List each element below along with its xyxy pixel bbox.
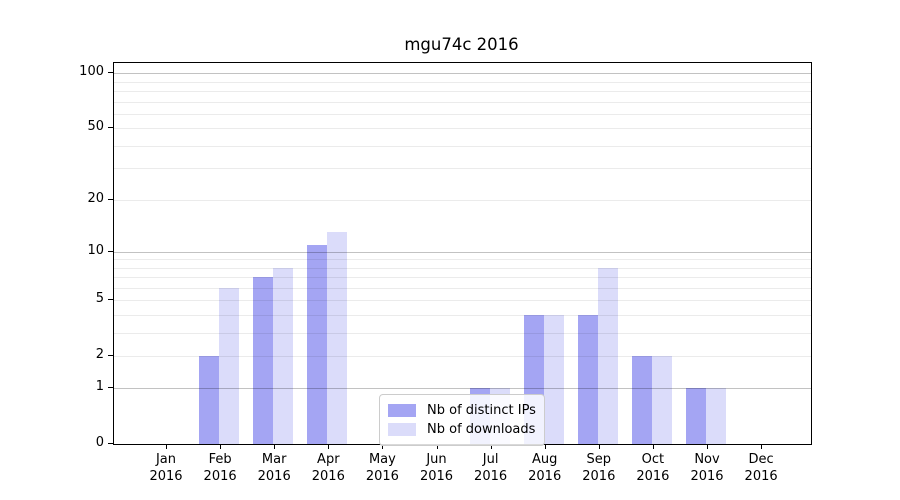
y-grid-minor-60 [114, 113, 811, 115]
x-tick-label-jan: Jan 2016 [149, 452, 183, 484]
legend-swatch-distinct-ips [388, 404, 416, 417]
y-grid-minor-90 [114, 81, 811, 83]
bar-distinct-ips-feb [199, 355, 220, 444]
y-tick-10 [108, 250, 113, 252]
y-grid-minor-80 [114, 91, 811, 93]
bar-downloads-nov [706, 388, 726, 444]
y-grid-minor-8 [114, 267, 811, 269]
y-tick-label-2: 2 [95, 346, 104, 362]
bar-distinct-ips-sep [577, 314, 598, 444]
x-tick-sep [598, 444, 600, 449]
x-tick-jun [436, 444, 438, 449]
y-tick-1 [108, 387, 113, 389]
bar-distinct-ips-oct [631, 355, 652, 444]
x-tick-label-oct: Oct 2016 [636, 452, 670, 484]
y-tick-label-0: 0 [95, 435, 104, 450]
legend-label-downloads: Nb of downloads [427, 422, 536, 437]
y-tick-5 [108, 299, 113, 301]
x-tick-may [382, 444, 384, 449]
x-tick-label-mar: Mar 2016 [257, 452, 291, 484]
y-tick-0 [108, 443, 113, 444]
legend-swatch-downloads [388, 423, 416, 436]
y-grid-major-100 [114, 73, 811, 75]
x-tick-label-nov: Nov 2016 [690, 452, 724, 484]
y-grid-minor-9 [114, 259, 811, 261]
bar-downloads-sep [597, 267, 618, 444]
y-tick-50 [108, 127, 113, 129]
x-tick-feb [220, 444, 222, 449]
x-tick-label-apr: Apr 2016 [311, 452, 345, 484]
x-tick-label-may: May 2016 [365, 452, 399, 484]
y-grid-minor-20 [114, 199, 811, 201]
y-tick-label-50: 50 [87, 119, 104, 135]
legend-entry-distinct-ips: Nb of distinct IPs [388, 401, 536, 420]
y-grid-minor-30 [114, 168, 811, 170]
x-tick-oct [652, 444, 654, 449]
y-tick-label-5: 5 [95, 291, 104, 307]
x-tick-label-jul: Jul 2016 [474, 452, 508, 484]
y-tick-20 [108, 198, 113, 200]
y-grid-minor-40 [114, 145, 811, 147]
y-grid-minor-7 [114, 277, 811, 278]
bar-distinct-ips-apr [307, 244, 328, 444]
x-tick-apr [328, 444, 330, 449]
y-grid-minor-70 [114, 101, 811, 103]
x-tick-aug [544, 444, 546, 449]
x-tick-label-sep: Sep 2016 [582, 452, 616, 484]
x-tick-label-dec: Dec 2016 [744, 452, 778, 484]
y-tick-label-10: 10 [87, 242, 104, 258]
bar-distinct-ips-mar [253, 277, 274, 444]
x-tick-label-aug: Aug 2016 [528, 452, 562, 484]
legend-entry-downloads: Nb of downloads [388, 420, 536, 439]
x-tick-mar [274, 444, 276, 449]
y-tick-2 [108, 354, 113, 356]
x-tick-dec [761, 444, 763, 449]
bar-downloads-aug [543, 314, 564, 444]
y-grid-minor-50 [114, 128, 811, 130]
x-tick-label-jun: Jun 2016 [419, 452, 454, 484]
y-tick-label-1: 1 [95, 379, 104, 395]
x-tick-label-feb: Feb 2016 [203, 452, 237, 484]
y-tick-label-20: 20 [87, 190, 104, 206]
bar-downloads-oct [651, 355, 672, 444]
bar-distinct-ips-nov [686, 388, 706, 444]
y-tick-100 [108, 72, 113, 74]
chart-title: mgu74c 2016 [404, 35, 519, 54]
bar-downloads-mar [273, 267, 294, 444]
legend-label-distinct-ips: Nb of distinct IPs [427, 403, 536, 418]
x-tick-jul [490, 444, 492, 449]
y-tick-label-100: 100 [79, 64, 104, 80]
bar-downloads-feb [219, 287, 240, 444]
x-tick-nov [707, 444, 708, 449]
legend: Nb of distinct IPs Nb of downloads [379, 394, 545, 446]
plot-area: Nb of distinct IPs Nb of downloads [113, 62, 812, 446]
bar-downloads-apr [327, 232, 348, 444]
x-tick-jan [166, 444, 167, 449]
y-grid-major-10 [114, 251, 811, 253]
